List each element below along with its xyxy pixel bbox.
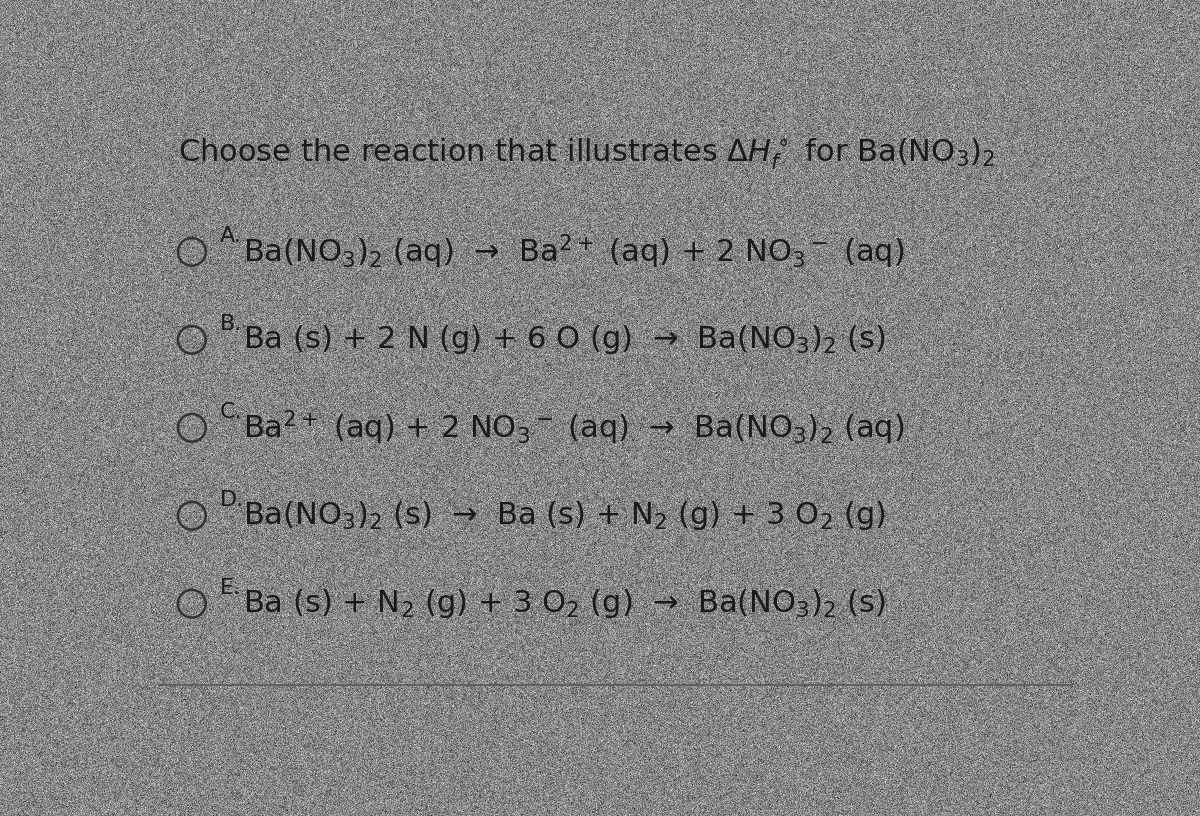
- Text: Ba$^{2+}$ (aq) + 2 NO$_3$$^-$ (aq)  →  Ba(NO$_3$)$_2$ (aq): Ba$^{2+}$ (aq) + 2 NO$_3$$^-$ (aq) → Ba(…: [242, 409, 905, 447]
- Text: Ba (s) + 2 N (g) + 6 O (g)  →  Ba(NO$_3$)$_2$ (s): Ba (s) + 2 N (g) + 6 O (g) → Ba(NO$_3$)$…: [242, 323, 886, 357]
- Text: D.: D.: [220, 490, 244, 510]
- Text: E.: E.: [220, 579, 241, 598]
- Text: Ba(NO$_3$)$_2$ (s)  →  Ba (s) + N$_2$ (g) + 3 O$_2$ (g): Ba(NO$_3$)$_2$ (s) → Ba (s) + N$_2$ (g) …: [242, 499, 886, 532]
- Text: Choose the reaction that illustrates $\Delta H^\circ_f$ for Ba(NO$_3$)$_2$: Choose the reaction that illustrates $\D…: [178, 137, 995, 172]
- Text: C.: C.: [220, 402, 242, 423]
- Text: B.: B.: [220, 314, 242, 335]
- Text: Ba(NO$_3$)$_2$ (aq)  →  Ba$^{2+}$ (aq) + 2 NO$_3$$^-$ (aq): Ba(NO$_3$)$_2$ (aq) → Ba$^{2+}$ (aq) + 2…: [242, 233, 905, 271]
- Text: Ba (s) + N$_2$ (g) + 3 O$_2$ (g)  →  Ba(NO$_3$)$_2$ (s): Ba (s) + N$_2$ (g) + 3 O$_2$ (g) → Ba(NO…: [242, 588, 886, 620]
- Text: A.: A.: [220, 226, 241, 246]
